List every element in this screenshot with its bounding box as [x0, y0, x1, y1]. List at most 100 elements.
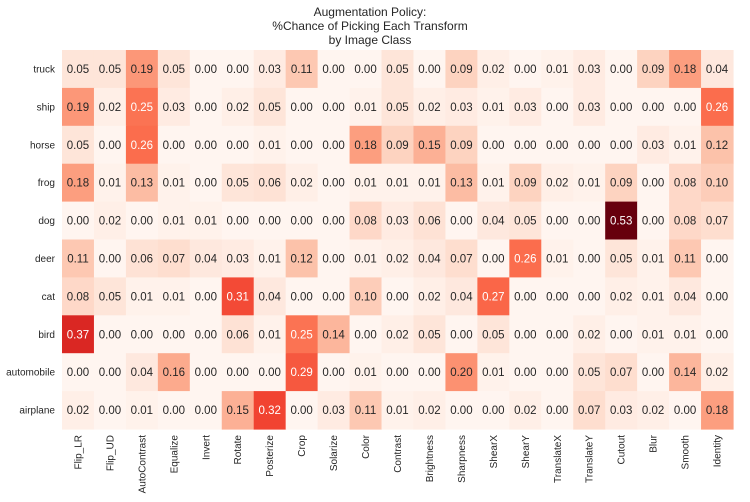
heatmap-cell [605, 125, 638, 165]
cell-value-label: 0.04 [418, 253, 441, 265]
heatmap-cell [125, 125, 159, 165]
heatmap-cell [62, 125, 95, 165]
heatmap-cell [509, 50, 542, 89]
heatmap-cell [509, 277, 542, 316]
cell-value-label: 0.02 [514, 405, 536, 417]
cell-value-label: 0.00 [99, 367, 121, 379]
cell-value-label: 0.08 [674, 216, 696, 228]
heatmap-cell [605, 353, 638, 392]
column-tick-label: Solarize [329, 435, 340, 472]
cell-value-label: 0.00 [514, 64, 536, 76]
heatmap-cell [253, 277, 287, 316]
cell-value-label: 0.25 [131, 102, 153, 114]
heatmap-cell [349, 201, 383, 241]
cell-value-label: 0.00 [546, 329, 568, 341]
cell-value-label: 0.00 [163, 329, 185, 341]
cell-value-label: 0.09 [610, 178, 632, 190]
cell-value-label: 0.11 [674, 253, 696, 265]
cell-value-label: 0.00 [642, 102, 664, 114]
cell-value-label: 0.01 [195, 216, 217, 228]
column-tick-label: Sharpness [457, 435, 468, 483]
cell-value-label: 0.00 [322, 367, 344, 379]
cell-value-label: 0.10 [354, 291, 376, 303]
heatmap-cell [285, 125, 319, 165]
heatmap-cell [413, 239, 447, 278]
heatmap-cell [669, 201, 702, 241]
cell-value-label: 0.01 [482, 367, 504, 379]
heatmap-cell [509, 315, 542, 354]
cell-value-label: 0.06 [258, 178, 280, 190]
heatmap-cell [701, 125, 734, 165]
cell-value-label: 0.05 [258, 102, 280, 114]
cell-value-label: 0.02 [610, 291, 632, 303]
heatmap-cell [349, 391, 383, 430]
cell-value-label: 0.00 [386, 291, 408, 303]
cell-value-label: 0.00 [418, 64, 440, 76]
heatmap-cell [573, 50, 606, 89]
heatmap-cell [509, 201, 542, 241]
heatmap-cell [381, 391, 415, 430]
heatmap-cell [637, 125, 670, 165]
cell-value-label: 0.06 [227, 329, 249, 341]
cell-value-label: 0.00 [450, 329, 472, 341]
cell-value-label: 0.01 [354, 253, 376, 265]
chart-title: Augmentation Policy:%Chance of Picking E… [272, 5, 467, 47]
heatmap-cell [701, 163, 734, 203]
cell-value-label: 0.15 [227, 405, 249, 417]
heatmap-cell [541, 277, 574, 316]
heatmap-cell [93, 391, 127, 430]
cell-value-label: 0.00 [514, 291, 536, 303]
cell-value-label: 0.00 [514, 140, 536, 152]
cell-value-label: 0.01 [546, 253, 568, 265]
heatmap-cell [477, 239, 510, 278]
cell-value-label: 0.05 [99, 64, 121, 76]
cell-value-label: 0.18 [67, 178, 89, 190]
heatmap-cell [221, 201, 255, 241]
heatmap-cell [413, 50, 447, 89]
heatmap-cell [317, 50, 351, 89]
heatmap-cell [573, 315, 606, 354]
cell-value-label: 0.05 [578, 367, 600, 379]
cell-value-label: 0.04 [131, 367, 154, 379]
heatmap-cell [253, 87, 287, 127]
cell-value-label: 0.02 [642, 405, 664, 417]
cell-value-label: 0.00 [163, 140, 185, 152]
column-tick-label: Flip_UD [105, 435, 116, 471]
cell-value-label: 0.03 [386, 216, 408, 228]
heatmap-cell [541, 391, 574, 430]
heatmap-cell [125, 391, 159, 430]
cell-value-label: 0.03 [450, 102, 472, 114]
heatmap-cell [221, 87, 255, 127]
heatmap-cell [189, 353, 223, 392]
cell-value-label: 0.01 [546, 64, 568, 76]
cell-value-label: 0.00 [610, 329, 632, 341]
heatmap-cell [637, 87, 670, 127]
cell-value-label: 0.01 [642, 253, 664, 265]
cell-value-label: 0.05 [67, 64, 89, 76]
cell-value-label: 0.00 [578, 291, 600, 303]
heatmap-cell [189, 87, 223, 127]
cell-value-label: 0.00 [354, 329, 376, 341]
cell-value-label: 0.01 [674, 140, 696, 152]
cell-value-label: 0.02 [418, 291, 440, 303]
cell-value-label: 0.01 [674, 329, 696, 341]
heatmap-cell [253, 353, 287, 392]
heatmap-cell [253, 315, 287, 354]
heatmap-cell [62, 239, 95, 278]
cell-value-label: 0.00 [610, 64, 632, 76]
cell-value-label: 0.01 [131, 405, 153, 417]
heatmap-cell [157, 353, 191, 392]
cell-value-label: 0.00 [322, 178, 344, 190]
cell-value-label: 0.14 [674, 367, 697, 379]
cell-value-label: 0.02 [578, 329, 600, 341]
row-tick-label: airplane [19, 406, 55, 417]
heatmap-cell [509, 353, 542, 392]
cell-value-label: 0.00 [546, 367, 568, 379]
heatmap-cell [285, 163, 319, 203]
heatmap-cell [125, 353, 159, 392]
heatmap-cell [189, 391, 223, 430]
cell-value-label: 0.02 [706, 367, 728, 379]
cell-value-label: 0.02 [67, 405, 89, 417]
cell-value-label: 0.09 [386, 140, 408, 152]
heatmap-cell [285, 239, 319, 278]
